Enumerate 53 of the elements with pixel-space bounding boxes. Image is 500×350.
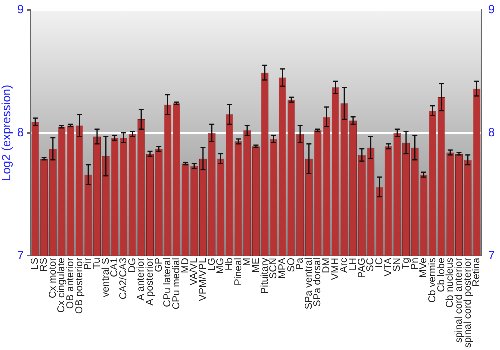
x-tick-label: spinal cord posterior	[462, 257, 474, 348]
x-tick-label: VTA	[383, 258, 394, 277]
x-tick-label: SN	[392, 258, 404, 272]
x-tick-label: Cx cingulate	[56, 258, 68, 313]
x-tick-label: GP	[154, 258, 165, 272]
x-tick-label: LH	[348, 258, 360, 271]
x-tick-label: Pa	[295, 258, 306, 270]
x-tick-label: IC	[374, 258, 386, 268]
x-tick-label: Arc	[339, 258, 350, 273]
x-tick-label: SPa ventral	[304, 258, 315, 310]
x-tick-label: SCN	[268, 258, 280, 280]
y2-tick-label: 9	[488, 2, 496, 17]
x-tick-label: SC	[366, 258, 377, 272]
x-tick-label: SPa dorsal	[312, 258, 324, 307]
x-tick-label: OB posterior	[74, 257, 86, 314]
x-tick-label: Cb lobe	[436, 258, 448, 292]
x-tick-label: VMH	[330, 258, 342, 280]
x-tick-label: Pineal	[233, 258, 244, 286]
x-tick-label: CA1	[110, 258, 121, 278]
x-tick-label: SO	[286, 258, 298, 272]
x-tick-label: CPu medial	[171, 258, 182, 310]
x-tick-label: Cb nucleus	[445, 258, 456, 308]
y-tick-label: 7	[17, 248, 24, 262]
x-tick-label: DG	[127, 258, 138, 273]
x-tick-label: MPA	[277, 258, 288, 279]
x-tick-label: A posterior	[145, 257, 156, 306]
x-tick-label: LG	[206, 258, 218, 272]
x-tick-label: VPM/VPL	[198, 258, 209, 302]
x-tick-label: OB anterior	[66, 257, 77, 310]
x-tick-label: Retina	[472, 258, 483, 287]
x-tick-label: spinal cord anterior	[454, 257, 466, 344]
x-tick-label: CA2/CA3	[118, 258, 130, 300]
x-tick-label: Pituitary	[260, 258, 271, 294]
x-tick-label: ME	[250, 258, 262, 273]
y-tick-label: 8	[17, 125, 24, 140]
y-axis-title: Log2 (expression)	[0, 85, 14, 182]
x-tick-label: MVe	[418, 258, 430, 278]
x-tick-label: LS	[30, 258, 42, 270]
x-tick-label: Pn	[410, 258, 421, 270]
x-tick-label: Tu	[92, 258, 104, 270]
x-tick-label: RS	[39, 258, 50, 272]
x-tick-label: Pir	[83, 257, 94, 270]
x-tick-label: DM	[322, 258, 333, 274]
x-tick-label: Hb	[224, 258, 236, 271]
x-tick-label: PAG	[356, 258, 368, 278]
x-tick-label: A anterior	[136, 257, 148, 301]
y2-tick-label: 7	[488, 248, 496, 262]
y2-tick-label: 8	[488, 125, 496, 140]
y-tick-label: 9	[17, 2, 24, 17]
x-tick-label: ventral S	[100, 258, 112, 298]
x-tick-label: Cx motor	[48, 257, 59, 299]
x-tick-label: Tg	[401, 258, 412, 270]
x-tick-label: M	[242, 258, 254, 266]
